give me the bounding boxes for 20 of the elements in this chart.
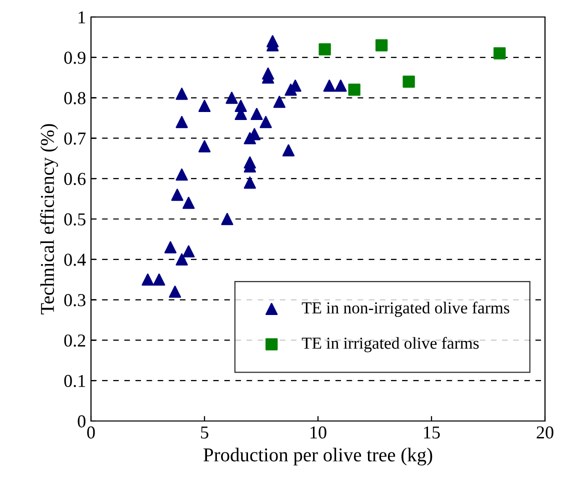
x-tick-label: 10 xyxy=(310,426,326,439)
y-tick-label: 0.7 xyxy=(64,132,86,145)
y-tick-label: 0.6 xyxy=(64,172,86,186)
y-tick-label: 0 xyxy=(78,415,86,428)
y-tick-label: 0.3 xyxy=(64,294,86,306)
x-axis-title: Production per olive tree (kg) xyxy=(204,448,432,466)
y-tick-label: 0.4 xyxy=(64,254,86,266)
x-tick-label: 0 xyxy=(87,426,95,439)
y-tick-label: 0.2 xyxy=(64,334,86,347)
y-tick-label: 1 xyxy=(78,11,86,24)
legend-label: TE in non-irrigated olive farms xyxy=(302,302,510,317)
y-axis-title: Technical efficiency (%) xyxy=(40,124,58,314)
y-tick-label: 0.1 xyxy=(64,374,86,388)
legend-label: TE in irrigated olive farms xyxy=(302,336,479,352)
y-tick-label: 0.8 xyxy=(64,92,86,104)
x-tick-label: 20 xyxy=(536,426,554,439)
y-tick-label: 0.5 xyxy=(64,213,86,226)
x-tick-label: 5 xyxy=(201,426,208,439)
y-tick-label: 0.9 xyxy=(64,52,86,64)
x-tick-label: 15 xyxy=(424,426,440,439)
